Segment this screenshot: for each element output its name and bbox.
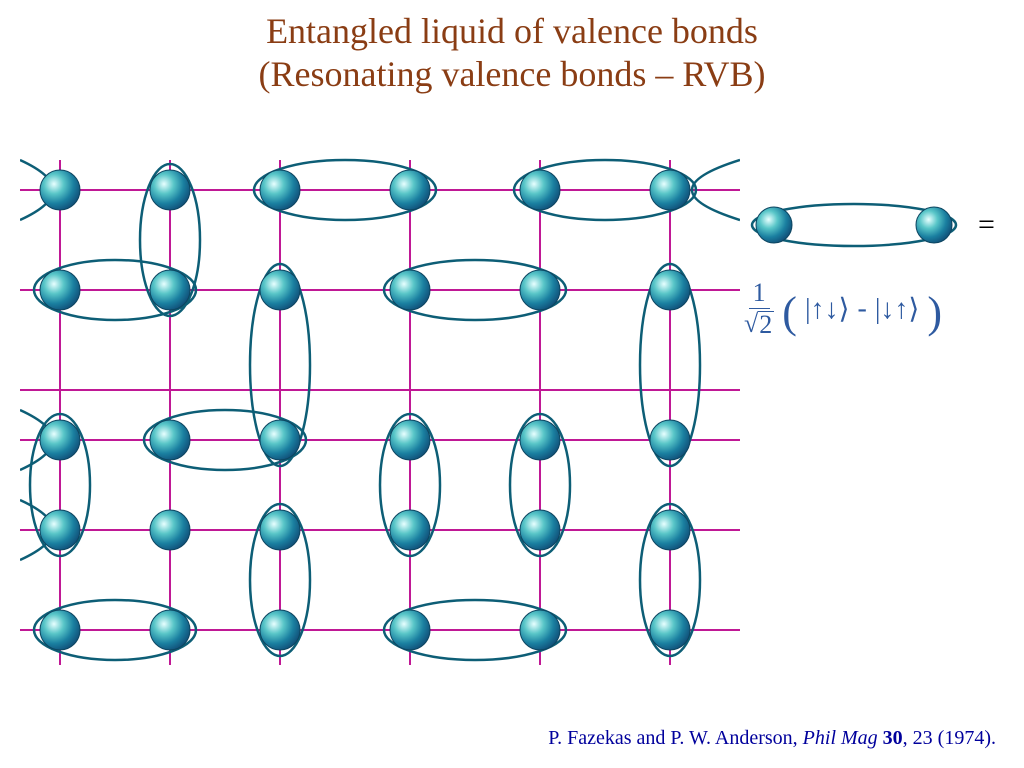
ket-up-down: |↑↓⟩	[805, 292, 850, 326]
radicand: 2	[758, 311, 774, 338]
ket-down-up: |↓↑⟩	[875, 292, 920, 326]
legend: = 1 √ 2 ( |↑↓⟩ - |↓↑⟩ )	[744, 200, 1004, 338]
equals-sign: =	[978, 208, 995, 242]
legend-formula: 1 √ 2 ( |↑↓⟩ - |↓↑⟩ )	[744, 280, 1004, 338]
one-over-root-two: 1 √ 2	[744, 280, 774, 338]
slide-title: Entangled liquid of valence bonds (Reson…	[0, 10, 1024, 96]
close-paren: )	[927, 295, 942, 330]
title-line-1: Entangled liquid of valence bonds	[266, 11, 758, 51]
legend-pair-svg	[744, 200, 964, 250]
citation-journal: Phil Mag	[803, 727, 878, 749]
frac-den: √ 2	[744, 309, 774, 338]
lattice-diagram	[20, 150, 740, 670]
lattice-svg	[20, 150, 740, 670]
minus-sign: -	[857, 293, 866, 325]
citation: P. Fazekas and P. W. Anderson, Phil Mag …	[548, 727, 996, 750]
citation-vol: 30	[878, 727, 903, 749]
title-line-2: (Resonating valence bonds – RVB)	[258, 54, 765, 94]
citation-authors: P. Fazekas and P. W. Anderson,	[548, 727, 802, 749]
legend-pair: =	[744, 200, 1004, 250]
frac-num: 1	[749, 280, 770, 309]
open-paren: (	[782, 295, 797, 330]
sqrt: √ 2	[744, 311, 774, 338]
citation-rest: , 23 (1974).	[903, 727, 996, 749]
radical-sign: √	[744, 311, 758, 337]
